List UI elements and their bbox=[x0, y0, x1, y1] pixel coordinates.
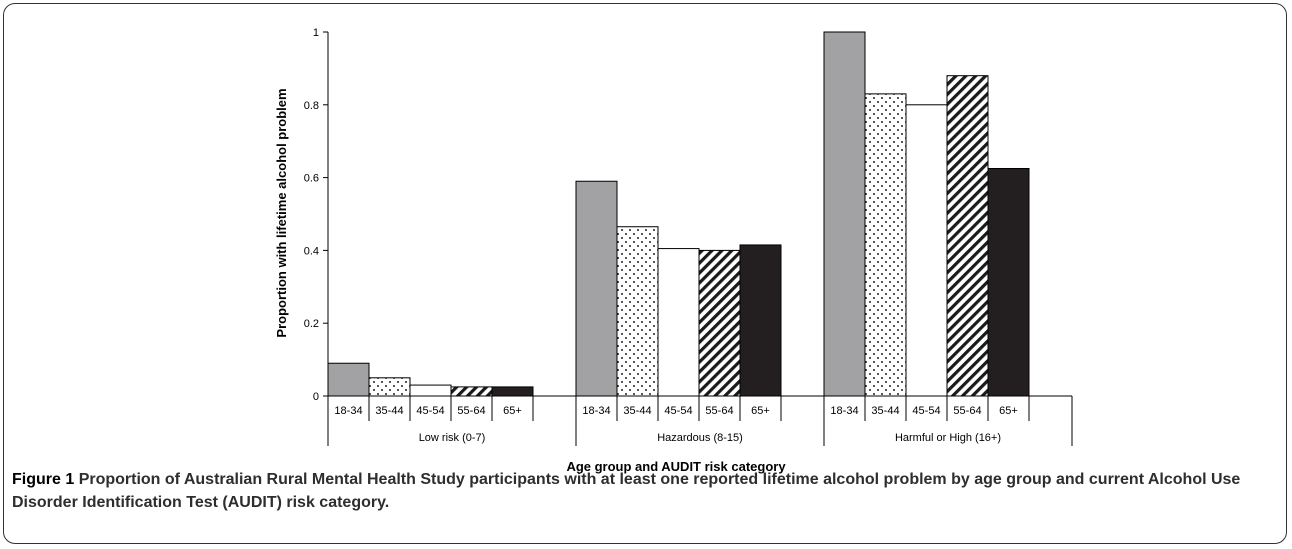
category-label: 45-54 bbox=[912, 405, 940, 417]
figure-label: Figure 1 bbox=[12, 471, 75, 488]
category-label: 55-64 bbox=[457, 405, 485, 417]
group-label: Harmful or High (16+) bbox=[895, 432, 1001, 444]
bar-65+-group-3 bbox=[987, 168, 1030, 397]
y-tick-label: 0 bbox=[313, 391, 319, 403]
bar-18-34-group-1 bbox=[327, 362, 370, 397]
y-tick-label: 0.2 bbox=[304, 318, 319, 330]
bar-35-44-group-1 bbox=[368, 377, 411, 397]
y-tick-label: 1 bbox=[313, 27, 319, 39]
category-label: 65+ bbox=[751, 405, 770, 417]
y-tick-label: 0.8 bbox=[304, 100, 319, 112]
x-axis-label: Age group and AUDIT risk category bbox=[566, 459, 786, 474]
bar-55-64-group-1 bbox=[450, 386, 493, 397]
y-axis-label: Proportion with lifetime alcohol problem bbox=[274, 88, 289, 337]
bar-18-34-group-2 bbox=[575, 180, 618, 397]
category-label: 35-44 bbox=[623, 405, 651, 417]
category-label: 45-54 bbox=[416, 405, 444, 417]
figure-caption: Figure 1 Proportion of Australian Rural … bbox=[12, 468, 1274, 514]
category-label: 45-54 bbox=[664, 405, 692, 417]
bars-layer bbox=[327, 31, 1030, 397]
category-label: 65+ bbox=[503, 405, 522, 417]
bar-45-54-group-1 bbox=[409, 384, 452, 397]
category-label: 18-34 bbox=[830, 405, 858, 417]
category-label: 18-34 bbox=[582, 405, 610, 417]
figure-caption-text: Proportion of Australian Rural Mental He… bbox=[12, 471, 1241, 511]
bar-18-34-group-3 bbox=[823, 31, 866, 397]
bar-35-44-group-2 bbox=[616, 226, 659, 397]
category-label: 35-44 bbox=[871, 405, 899, 417]
category-label: 18-34 bbox=[334, 405, 362, 417]
category-label: 65+ bbox=[999, 405, 1018, 417]
axis-layer: 0 0.2 0.4 0.6 0.8 1 18-34 35-44 45-54 55-64 65+ Low… bbox=[304, 27, 1073, 446]
group-label: Low risk (0-7) bbox=[419, 432, 486, 444]
bar-65+-group-2 bbox=[739, 244, 782, 397]
category-label: 55-64 bbox=[705, 405, 733, 417]
bar-45-54-group-3 bbox=[905, 104, 948, 397]
bar-55-64-group-3 bbox=[946, 75, 989, 397]
category-label: 55-64 bbox=[953, 405, 981, 417]
bar-35-44-group-3 bbox=[864, 93, 907, 397]
bar-45-54-group-2 bbox=[657, 248, 700, 397]
bar-55-64-group-2 bbox=[698, 249, 741, 397]
category-label: 35-44 bbox=[375, 405, 403, 417]
y-tick-label: 0.6 bbox=[304, 173, 319, 185]
y-tick-label: 0.4 bbox=[304, 245, 319, 257]
figure-frame bbox=[3, 3, 1287, 544]
group-label: Hazardous (8-15) bbox=[657, 432, 743, 444]
bar-65+-group-1 bbox=[491, 386, 534, 397]
